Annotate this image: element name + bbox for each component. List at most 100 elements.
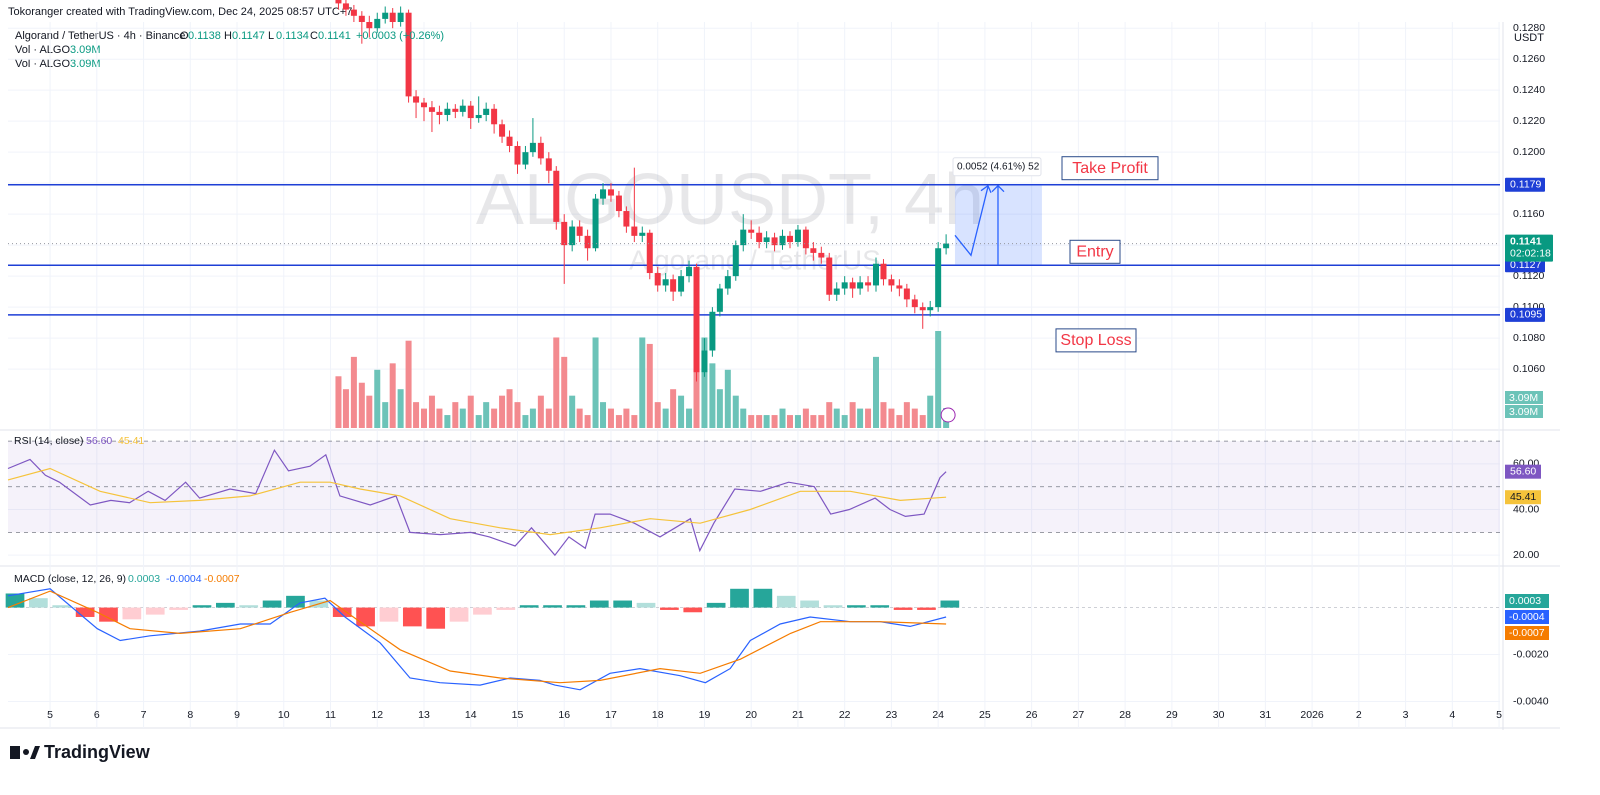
candle-body: [553, 170, 560, 222]
candle-body: [615, 195, 622, 212]
ohlc-value: 0.1141: [318, 30, 351, 42]
volume-bar: [919, 415, 926, 428]
macd-histogram-bar: [5, 593, 25, 608]
x-tick-label: 18: [652, 709, 664, 721]
volume-bar: [654, 402, 661, 428]
x-tick-label: 8: [187, 709, 193, 721]
macd-histogram-bar: [636, 602, 656, 608]
x-tick-label: 14: [465, 709, 477, 721]
macd-histogram-bar: [800, 600, 819, 608]
candle-body: [358, 15, 365, 22]
price-axis-label: 0.1095: [1510, 309, 1542, 321]
x-tick-label: 2026: [1300, 709, 1324, 721]
volume-bar: [335, 376, 342, 428]
candle-body: [600, 189, 607, 199]
volume-bar: [927, 395, 934, 428]
candle-body: [903, 288, 910, 300]
volume-bar: [896, 415, 903, 428]
candle-body: [896, 285, 903, 289]
candle-body: [413, 96, 420, 103]
candle-body: [374, 18, 381, 29]
candle-body: [382, 12, 389, 19]
macd-histogram-bar: [519, 605, 539, 608]
candle-body: [748, 229, 755, 233]
candle-body: [771, 237, 778, 246]
macd-histogram-bar: [52, 605, 72, 608]
x-tick-label: 31: [1260, 709, 1272, 721]
volume-bar: [802, 408, 809, 428]
volume-bar: [592, 337, 599, 428]
y-tick-label: 40.00: [1513, 503, 1539, 515]
candle-body: [631, 226, 638, 236]
candle-body: [794, 229, 801, 243]
countdown: 02:02:18: [1510, 247, 1551, 259]
volume-bar: [475, 415, 482, 428]
macd-histogram-bar: [145, 607, 165, 615]
candle-body: [529, 142, 536, 153]
currency: USDT: [1514, 32, 1544, 44]
x-tick-label: 11: [325, 709, 336, 721]
x-tick-label: 20: [745, 709, 757, 721]
volume-bar: [600, 402, 607, 428]
rsi-axis-label: 45.41: [1510, 491, 1536, 503]
x-tick-label: 10: [278, 709, 290, 721]
volume-bar: [483, 402, 490, 428]
candle-body: [693, 266, 700, 373]
x-tick-label: 25: [979, 709, 991, 721]
candle-body: [786, 235, 793, 243]
y-tick-label: -0.0020: [1513, 648, 1549, 660]
ohlc-letter: H: [224, 30, 232, 42]
volume-bar: [865, 408, 872, 428]
footer-logo-text: TradingView: [44, 742, 151, 762]
price-axis-label: 0.1127: [1510, 259, 1541, 271]
candle-body: [888, 279, 895, 286]
x-tick-label: 9: [234, 709, 240, 721]
macd-histogram-bar: [706, 602, 726, 608]
ohlc-letter: O: [180, 30, 189, 42]
volume-bar: [428, 395, 435, 428]
x-tick-label: 27: [1073, 709, 1085, 721]
candle-body: [405, 12, 412, 97]
candle-body: [716, 288, 723, 312]
candle-body: [810, 248, 817, 253]
volume-bar: [514, 402, 521, 428]
volume-bar: [724, 369, 731, 428]
macd-axis-label: -0.0007: [1509, 627, 1545, 639]
rsi-legend-value: 56.60: [86, 435, 112, 447]
volume-legend: Vol · ALGO: [15, 44, 70, 56]
candle-body: [833, 288, 840, 295]
candle-body: [545, 158, 552, 171]
volume-bar: [786, 415, 793, 428]
candle-body: [397, 12, 404, 22]
volume-bar: [756, 415, 763, 428]
volume-bar: [670, 389, 677, 428]
candle-body: [732, 245, 739, 277]
macd-histogram-bar: [332, 607, 352, 617]
volume-bar: [545, 408, 552, 428]
level-label-box: [1069, 239, 1121, 264]
volume-bar: [709, 363, 716, 428]
macd-histogram-bar: [402, 607, 422, 627]
indicator-line: [7, 588, 947, 691]
macd-histogram-bar: [169, 607, 188, 610]
volume-bar: [506, 389, 513, 428]
volume-axis-box: [1505, 391, 1543, 404]
volume-bar: [467, 395, 474, 428]
x-tick-label: 21: [792, 709, 804, 721]
y-tick-label: 0.1080: [1513, 332, 1545, 344]
volume-bar: [623, 408, 630, 428]
candle-body: [342, 3, 349, 10]
watermark: ALGOUSDT, 4h: [476, 160, 984, 240]
volume-bar: [826, 402, 833, 428]
x-tick-label: 23: [886, 709, 898, 721]
volume-bar: [888, 408, 895, 428]
measure-label-box: [952, 157, 1042, 177]
volume-bar: [740, 408, 747, 428]
volume-bar: [716, 389, 723, 428]
candle-body: [350, 9, 357, 16]
level-label: Stop Loss: [1060, 332, 1131, 349]
volume-bar: [771, 415, 778, 428]
macd-legend-value: 0.0003: [128, 573, 160, 585]
volume-bar: [857, 408, 864, 428]
